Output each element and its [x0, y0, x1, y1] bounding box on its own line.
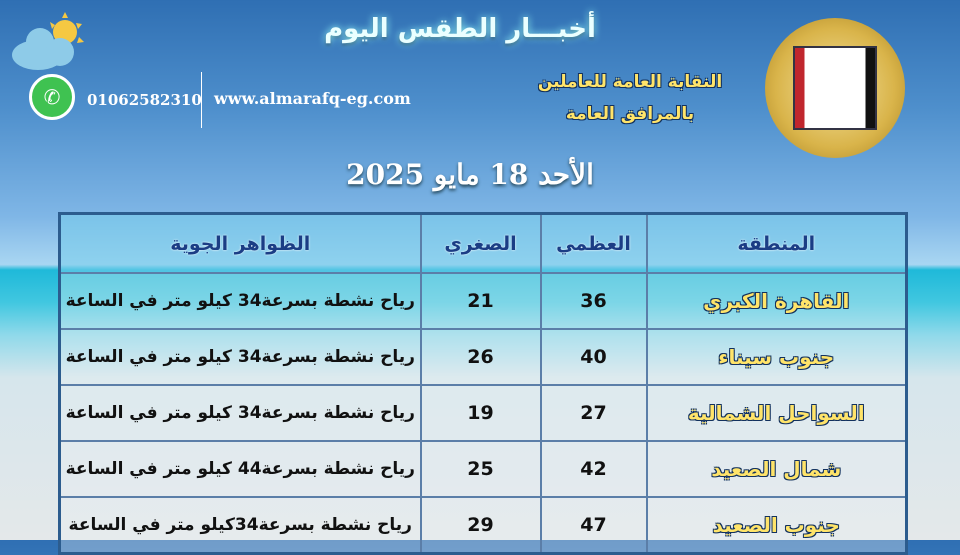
page-title: أخبـــار الطقس اليوم [324, 14, 596, 44]
region-cell: جنوب الصعيد [645, 496, 908, 555]
weather-table: المنطقة العظمي الصغري الظواهر الجوية الق… [58, 212, 908, 555]
union-logo [765, 18, 905, 158]
table-row: جنوب سيناء 40 26 رياح نشطة بسرعة34 كيلو متر… [58, 328, 908, 386]
phenomena-cell: رياح نشطة بسرعة34 كيلو متر في الساعة [58, 384, 422, 442]
region-cell: السواحل الشمالية [645, 384, 908, 442]
min-temp-cell: 21 [419, 272, 542, 330]
organization-name: النقابة العامة للعاملين بالمرافق العامة [500, 66, 760, 130]
website-link[interactable]: www.almarafq-eg.com [214, 89, 411, 108]
sun-cloud-icon [12, 12, 84, 70]
header-max: العظمي [539, 212, 648, 274]
max-temp-cell: 42 [539, 440, 648, 498]
org-line-1: النقابة العامة للعاملين [537, 72, 723, 92]
phenomena-cell: رياح نشطة بسرعة34 كيلو متر في الساعة [58, 328, 422, 386]
phone-number: 01062582310 [87, 91, 202, 109]
phenomena-cell: رياح نشطة بسرعة44 كيلو متر في الساعة [58, 440, 422, 498]
phenomena-cell: رياح نشطة بسرعة34 كيلو متر في الساعة [58, 272, 422, 330]
min-temp-cell: 19 [419, 384, 542, 442]
date: الأحد 18 مايو 2025 [346, 158, 594, 191]
header-region: المنطقة [645, 212, 908, 274]
table-row: شمال الصعيد 42 25 رياح نشطة بسرعة44 كيلو مت… [58, 440, 908, 498]
min-temp-cell: 26 [419, 328, 542, 386]
region-cell: القاهرة الكبري [645, 272, 908, 330]
table-row: جنوب الصعيد 47 29 رياح نشطة بسرعة34كيلو متر… [58, 496, 908, 555]
max-temp-cell: 47 [539, 496, 648, 555]
table-header-row: المنطقة العظمي الصغري الظواهر الجوية [58, 212, 908, 274]
max-temp-cell: 27 [539, 384, 648, 442]
min-temp-cell: 29 [419, 496, 542, 555]
table-row: السواحل الشمالية 27 19 رياح نشطة بسرعة34 كي… [58, 384, 908, 442]
phenomena-cell: رياح نشطة بسرعة34كيلو متر في الساعة [58, 496, 422, 555]
org-line-2: بالمرافق العامة [565, 104, 695, 124]
region-cell: جنوب سيناء [645, 328, 908, 386]
header-phenomena: الظواهر الجوية [58, 212, 422, 274]
region-cell: شمال الصعيد [645, 440, 908, 498]
max-temp-cell: 40 [539, 328, 648, 386]
logo-emblem [793, 46, 877, 130]
whatsapp-icon: ✆ [29, 74, 75, 120]
min-temp-cell: 25 [419, 440, 542, 498]
header-min: الصغري [419, 212, 542, 274]
max-temp-cell: 36 [539, 272, 648, 330]
table-row: القاهرة الكبري 36 21 رياح نشطة بسرعة34 كيلو… [58, 272, 908, 330]
divider [201, 72, 202, 128]
